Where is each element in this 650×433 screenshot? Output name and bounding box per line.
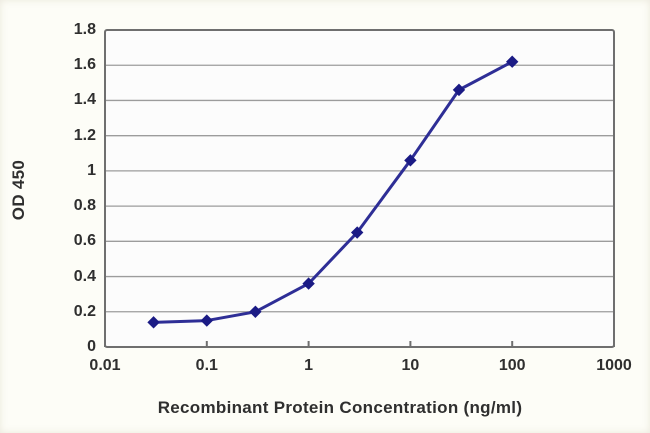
series-line [152,60,514,324]
y-tick-label: 0.8 [73,197,96,215]
data-point-marker [147,316,160,329]
data-point-marker [404,154,417,167]
y-tick-label: 1.8 [73,21,96,38]
data-point-marker [200,314,214,327]
y-tick-label: 0.2 [73,302,96,320]
y-tick-label: 1.6 [73,56,96,74]
y-axis-title: OD 450 [9,159,28,221]
data-point-marker [505,55,519,68]
x-tick-label: 10 [401,357,420,374]
y-tick-label: 0.4 [73,267,96,285]
plot-border [104,29,615,348]
x-axis-title: Recombinant Protein Concentration (ng/ml… [157,398,523,417]
y-tick-label: 0.6 [73,232,96,250]
y-tick-label: 1.4 [73,91,96,109]
data-point-marker [350,226,364,239]
x-tick-label: 1000 [596,357,632,374]
data-point-marker [302,277,315,290]
data-point-marker [249,305,262,318]
x-tick-label: 0.1 [195,357,218,374]
plot-background [105,30,614,347]
data-point-marker [452,83,466,97]
y-tick-label: 1 [87,161,96,179]
y-tick-label: 0 [87,338,96,355]
x-tick-label: 100 [498,357,526,374]
y-tick-label: 1.2 [73,126,96,144]
x-tick-label: 1 [304,357,314,374]
x-tick-label: 0.01 [89,357,121,374]
